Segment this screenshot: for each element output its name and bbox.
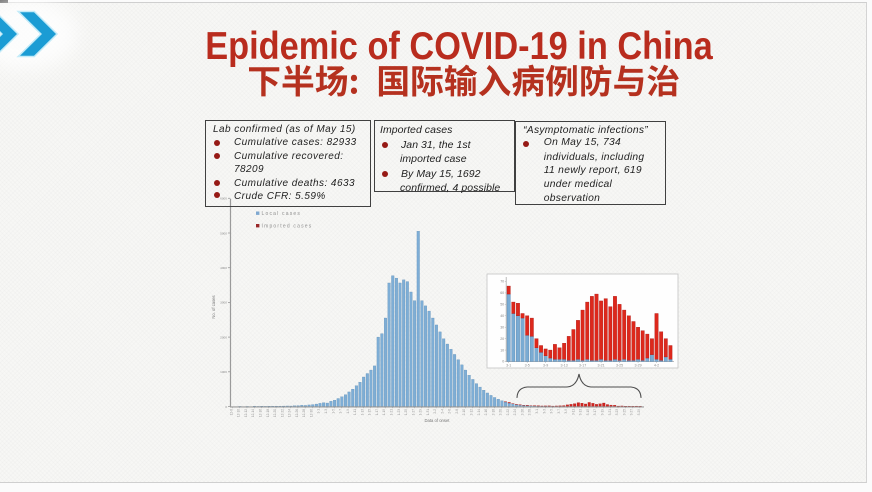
svg-text:3-27: 3-27 bbox=[630, 409, 634, 416]
svg-text:2-20: 2-20 bbox=[499, 409, 503, 416]
svg-text:3-13: 3-13 bbox=[561, 364, 568, 368]
svg-text:1-17: 1-17 bbox=[375, 409, 379, 416]
svg-text:1-11: 1-11 bbox=[353, 409, 357, 415]
svg-text:2-16: 2-16 bbox=[484, 409, 488, 416]
svg-text:3-11: 3-11 bbox=[571, 409, 575, 415]
svg-text:2-8: 2-8 bbox=[455, 409, 459, 414]
svg-text:6000: 6000 bbox=[220, 197, 227, 201]
svg-text:3000: 3000 bbox=[220, 301, 227, 305]
svg-text:0: 0 bbox=[502, 360, 504, 364]
svg-text:2-28: 2-28 bbox=[528, 409, 532, 416]
svg-text:40: 40 bbox=[500, 314, 504, 318]
svg-text:3-25: 3-25 bbox=[616, 364, 623, 368]
svg-text:4000: 4000 bbox=[220, 266, 227, 270]
svg-text:1-9: 1-9 bbox=[346, 409, 350, 414]
svg-text:2000: 2000 bbox=[220, 335, 227, 339]
svg-text:12-14: 12-14 bbox=[251, 409, 255, 417]
svg-text:No. of cases: No. of cases bbox=[211, 295, 216, 318]
svg-text:5000: 5000 bbox=[220, 231, 227, 235]
svg-text:1-19: 1-19 bbox=[382, 409, 386, 416]
svg-text:4-2: 4-2 bbox=[654, 364, 659, 368]
svg-text:10: 10 bbox=[500, 348, 504, 352]
svg-text:2-6: 2-6 bbox=[448, 409, 452, 414]
svg-text:12-22: 12-22 bbox=[280, 409, 284, 417]
svg-text:1-27: 1-27 bbox=[411, 409, 415, 416]
svg-text:2-10: 2-10 bbox=[462, 409, 466, 416]
svg-text:12-10: 12-10 bbox=[237, 409, 241, 417]
svg-text:Local cases: Local cases bbox=[262, 211, 302, 217]
svg-text:3-19: 3-19 bbox=[600, 409, 604, 416]
svg-text:3-29: 3-29 bbox=[637, 409, 641, 416]
svg-text:1-31: 1-31 bbox=[426, 409, 430, 416]
svg-text:1-13: 1-13 bbox=[360, 409, 364, 416]
svg-text:Epidemic of COVID-19 in China: Epidemic of COVID-19 in China bbox=[205, 25, 713, 68]
svg-text:3-21: 3-21 bbox=[597, 364, 604, 368]
svg-text:2-18: 2-18 bbox=[491, 409, 495, 416]
svg-text:1000: 1000 bbox=[220, 370, 227, 374]
svg-text:12-12: 12-12 bbox=[244, 409, 248, 417]
svg-text:3-13: 3-13 bbox=[579, 409, 583, 416]
svg-text:50: 50 bbox=[500, 303, 504, 307]
svg-text:3-21: 3-21 bbox=[608, 409, 612, 416]
svg-text:3-23: 3-23 bbox=[615, 409, 619, 416]
svg-text:2-24: 2-24 bbox=[513, 409, 517, 416]
svg-text:1-5: 1-5 bbox=[331, 409, 335, 414]
svg-text:3-9: 3-9 bbox=[543, 364, 548, 368]
svg-text:2-4: 2-4 bbox=[440, 409, 444, 414]
svg-text:1-25: 1-25 bbox=[404, 409, 408, 416]
svg-text:2-12: 2-12 bbox=[470, 409, 474, 416]
svg-text:1-29: 1-29 bbox=[419, 409, 423, 416]
svg-text:3-15: 3-15 bbox=[586, 409, 590, 416]
svg-text:3-5: 3-5 bbox=[550, 409, 554, 414]
svg-text:3-1: 3-1 bbox=[506, 364, 511, 368]
svg-text:3-17: 3-17 bbox=[579, 364, 586, 368]
svg-text:12-26: 12-26 bbox=[295, 409, 299, 417]
svg-text:2-14: 2-14 bbox=[477, 409, 481, 416]
svg-text:60: 60 bbox=[500, 291, 504, 295]
svg-text:1-15: 1-15 bbox=[368, 409, 372, 416]
svg-text:Data of onset: Data of onset bbox=[425, 418, 451, 423]
svg-text:12-8: 12-8 bbox=[229, 409, 233, 416]
svg-text:1-1: 1-1 bbox=[317, 409, 321, 414]
svg-text:30: 30 bbox=[500, 325, 504, 329]
svg-text:20: 20 bbox=[500, 337, 504, 341]
svg-text:0: 0 bbox=[225, 405, 227, 409]
svg-text:12-20: 12-20 bbox=[273, 409, 277, 417]
svg-text:1-7: 1-7 bbox=[339, 409, 343, 414]
svg-text:Imported cases: Imported cases bbox=[262, 224, 313, 230]
svg-text:1-23: 1-23 bbox=[397, 409, 401, 416]
svg-text:3-29: 3-29 bbox=[634, 364, 641, 368]
svg-text:3-7: 3-7 bbox=[557, 409, 561, 414]
svg-text:12-30: 12-30 bbox=[309, 409, 313, 417]
svg-text:1-3: 1-3 bbox=[324, 409, 328, 414]
svg-text:70: 70 bbox=[500, 280, 504, 284]
svg-text:12-28: 12-28 bbox=[302, 409, 306, 417]
svg-text:12-18: 12-18 bbox=[266, 409, 270, 417]
svg-text:2-2: 2-2 bbox=[433, 409, 437, 414]
svg-text:3-17: 3-17 bbox=[593, 409, 597, 416]
svg-text:1-21: 1-21 bbox=[389, 409, 393, 416]
svg-text:3-9: 3-9 bbox=[564, 409, 568, 414]
svg-text:3-1: 3-1 bbox=[535, 409, 539, 414]
svg-text:3-5: 3-5 bbox=[525, 364, 530, 368]
svg-text:3-25: 3-25 bbox=[622, 409, 626, 416]
svg-text:2-22: 2-22 bbox=[506, 409, 510, 416]
svg-text:12-24: 12-24 bbox=[288, 409, 292, 417]
svg-text:12-16: 12-16 bbox=[259, 409, 263, 417]
svg-text:2-26: 2-26 bbox=[520, 409, 524, 416]
svg-text:3-3: 3-3 bbox=[542, 409, 546, 414]
